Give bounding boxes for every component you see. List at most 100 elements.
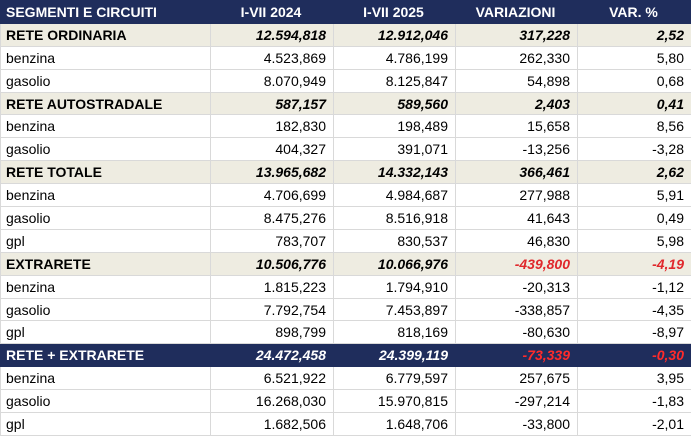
value-2025: 24.399,119 bbox=[334, 344, 456, 367]
value-variation: -73,339 bbox=[456, 344, 578, 367]
row-label: RETE + EXTRARETE bbox=[1, 344, 211, 367]
value-var-pct: 5,80 bbox=[578, 46, 691, 69]
value-2024: 13.965,682 bbox=[211, 161, 334, 184]
value-var-pct: -8,97 bbox=[578, 321, 691, 344]
value-2025: 12.912,046 bbox=[334, 23, 456, 46]
table-row: benzina4.523,8694.786,199262,3305,80 bbox=[1, 46, 691, 69]
value-var-pct: -0,30 bbox=[578, 344, 691, 367]
value-variation: 15,658 bbox=[456, 115, 578, 138]
row-label: RETE TOTALE bbox=[1, 161, 211, 184]
value-variation: -13,256 bbox=[456, 138, 578, 161]
table-body: RETE ORDINARIA12.594,81812.912,046317,22… bbox=[1, 23, 691, 435]
value-variation: -297,214 bbox=[456, 390, 578, 413]
row-label: gasolio bbox=[1, 138, 211, 161]
value-2024: 12.594,818 bbox=[211, 23, 334, 46]
value-2024: 7.792,754 bbox=[211, 298, 334, 321]
table-row: benzina4.706,6994.984,687277,9885,91 bbox=[1, 184, 691, 207]
value-2024: 16.268,030 bbox=[211, 390, 334, 413]
header-2025: I-VII 2025 bbox=[334, 1, 456, 24]
value-variation: 41,643 bbox=[456, 207, 578, 230]
row-label: gasolio bbox=[1, 298, 211, 321]
table-row: RETE TOTALE13.965,68214.332,143366,4612,… bbox=[1, 161, 691, 184]
value-2025: 7.453,897 bbox=[334, 298, 456, 321]
value-var-pct: -1,83 bbox=[578, 390, 691, 413]
value-2024: 1.815,223 bbox=[211, 275, 334, 298]
value-2025: 4.984,687 bbox=[334, 184, 456, 207]
value-2024: 783,707 bbox=[211, 229, 334, 252]
value-var-pct: -3,28 bbox=[578, 138, 691, 161]
row-label: benzina bbox=[1, 367, 211, 390]
value-var-pct: 0,68 bbox=[578, 69, 691, 92]
row-label: benzina bbox=[1, 115, 211, 138]
table-row: benzina1.815,2231.794,910-20,313-1,12 bbox=[1, 275, 691, 298]
value-variation: 262,330 bbox=[456, 46, 578, 69]
value-var-pct: 8,56 bbox=[578, 115, 691, 138]
value-2025: 6.779,597 bbox=[334, 367, 456, 390]
value-2025: 8.125,847 bbox=[334, 69, 456, 92]
value-variation: -439,800 bbox=[456, 252, 578, 275]
value-var-pct: 5,91 bbox=[578, 184, 691, 207]
table-row: benzina6.521,9226.779,597257,6753,95 bbox=[1, 367, 691, 390]
value-2025: 15.970,815 bbox=[334, 390, 456, 413]
value-variation: -20,313 bbox=[456, 275, 578, 298]
row-label: benzina bbox=[1, 184, 211, 207]
value-var-pct: 2,62 bbox=[578, 161, 691, 184]
value-variation: 277,988 bbox=[456, 184, 578, 207]
table-row: EXTRARETE10.506,77610.066,976-439,800-4,… bbox=[1, 252, 691, 275]
value-2025: 14.332,143 bbox=[334, 161, 456, 184]
header-row: SEGMENTI E CIRCUITI I-VII 2024 I-VII 202… bbox=[1, 1, 691, 24]
table-row: gasolio8.475,2768.516,91841,6430,49 bbox=[1, 207, 691, 230]
value-var-pct: 0,41 bbox=[578, 92, 691, 115]
value-variation: 54,898 bbox=[456, 69, 578, 92]
row-label: gasolio bbox=[1, 207, 211, 230]
value-var-pct: 0,49 bbox=[578, 207, 691, 230]
value-2025: 391,071 bbox=[334, 138, 456, 161]
row-label: EXTRARETE bbox=[1, 252, 211, 275]
value-2024: 404,327 bbox=[211, 138, 334, 161]
header-var-pct: VAR. % bbox=[578, 1, 691, 24]
value-var-pct: -4,19 bbox=[578, 252, 691, 275]
value-var-pct: 2,52 bbox=[578, 23, 691, 46]
value-variation: 2,403 bbox=[456, 92, 578, 115]
value-2024: 10.506,776 bbox=[211, 252, 334, 275]
header-segment: SEGMENTI E CIRCUITI bbox=[1, 1, 211, 24]
header-2024: I-VII 2024 bbox=[211, 1, 334, 24]
value-2024: 6.521,922 bbox=[211, 367, 334, 390]
value-2025: 198,489 bbox=[334, 115, 456, 138]
value-variation: 257,675 bbox=[456, 367, 578, 390]
row-label: gasolio bbox=[1, 69, 211, 92]
table-row: gpl1.682,5061.648,706-33,800-2,01 bbox=[1, 413, 691, 436]
value-2024: 1.682,506 bbox=[211, 413, 334, 436]
value-2025: 589,560 bbox=[334, 92, 456, 115]
value-var-pct: -1,12 bbox=[578, 275, 691, 298]
table-row: RETE + EXTRARETE24.472,45824.399,119-73,… bbox=[1, 344, 691, 367]
table-row: gpl783,707830,53746,8305,98 bbox=[1, 229, 691, 252]
value-variation: -338,857 bbox=[456, 298, 578, 321]
fuel-consumption-table: SEGMENTI E CIRCUITI I-VII 2024 I-VII 202… bbox=[0, 0, 691, 436]
value-variation: -80,630 bbox=[456, 321, 578, 344]
value-2025: 10.066,976 bbox=[334, 252, 456, 275]
table-row: gasolio7.792,7547.453,897-338,857-4,35 bbox=[1, 298, 691, 321]
row-label: RETE ORDINARIA bbox=[1, 23, 211, 46]
table-row: gpl898,799818,169-80,630-8,97 bbox=[1, 321, 691, 344]
value-2025: 1.648,706 bbox=[334, 413, 456, 436]
row-label: RETE AUTOSTRADALE bbox=[1, 92, 211, 115]
table-row: gasolio8.070,9498.125,84754,8980,68 bbox=[1, 69, 691, 92]
row-label: benzina bbox=[1, 275, 211, 298]
table-row: RETE ORDINARIA12.594,81812.912,046317,22… bbox=[1, 23, 691, 46]
table-row: RETE AUTOSTRADALE587,157589,5602,4030,41 bbox=[1, 92, 691, 115]
row-label: gpl bbox=[1, 229, 211, 252]
value-variation: 46,830 bbox=[456, 229, 578, 252]
value-variation: 366,461 bbox=[456, 161, 578, 184]
value-var-pct: -4,35 bbox=[578, 298, 691, 321]
row-label: gpl bbox=[1, 413, 211, 436]
table-row: gasolio16.268,03015.970,815-297,214-1,83 bbox=[1, 390, 691, 413]
value-2024: 8.475,276 bbox=[211, 207, 334, 230]
table-row: benzina182,830198,48915,6588,56 bbox=[1, 115, 691, 138]
value-variation: -33,800 bbox=[456, 413, 578, 436]
value-2025: 4.786,199 bbox=[334, 46, 456, 69]
value-2025: 1.794,910 bbox=[334, 275, 456, 298]
value-var-pct: 5,98 bbox=[578, 229, 691, 252]
value-2024: 182,830 bbox=[211, 115, 334, 138]
value-2025: 818,169 bbox=[334, 321, 456, 344]
